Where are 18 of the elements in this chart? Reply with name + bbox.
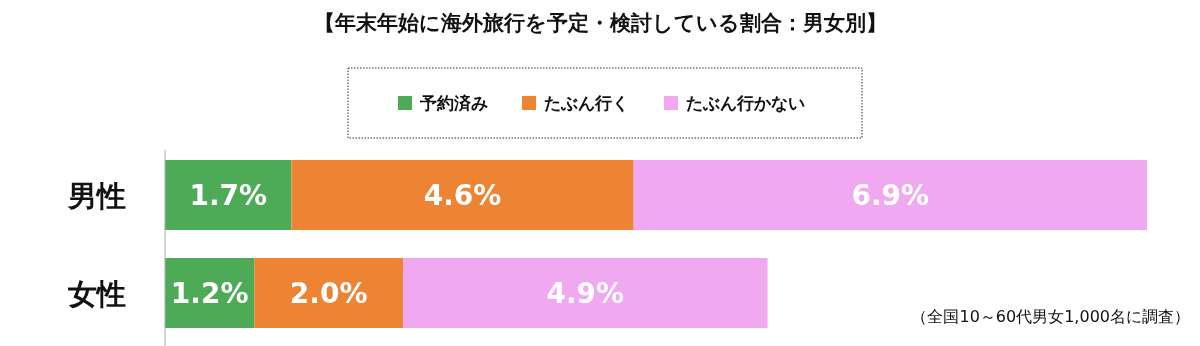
annotation: （全国10～60代男女1,000名に調査） bbox=[911, 307, 1190, 326]
y-tick-label: 女性 bbox=[67, 277, 126, 311]
data-label: 4.6% bbox=[423, 179, 502, 212]
data-label: 1.2% bbox=[170, 277, 249, 310]
legend-label: 予約済み bbox=[419, 93, 488, 113]
data-label: 4.9% bbox=[546, 277, 625, 310]
data-label: 6.9% bbox=[851, 179, 930, 212]
bar bbox=[254, 258, 404, 328]
chart-title: 【年末年始に海外旅行を予定・検討している割合：男女別】 bbox=[313, 11, 887, 35]
legend-label: たぶん行かない bbox=[686, 93, 805, 113]
bar bbox=[633, 160, 1147, 230]
bar bbox=[291, 160, 634, 230]
bar bbox=[165, 160, 292, 230]
legend-label: たぶん行く bbox=[544, 93, 629, 113]
y-tick-label: 男性 bbox=[67, 179, 126, 213]
data-label: 2.0% bbox=[289, 277, 368, 310]
bar bbox=[403, 258, 768, 328]
data-label: 1.7% bbox=[189, 179, 268, 212]
